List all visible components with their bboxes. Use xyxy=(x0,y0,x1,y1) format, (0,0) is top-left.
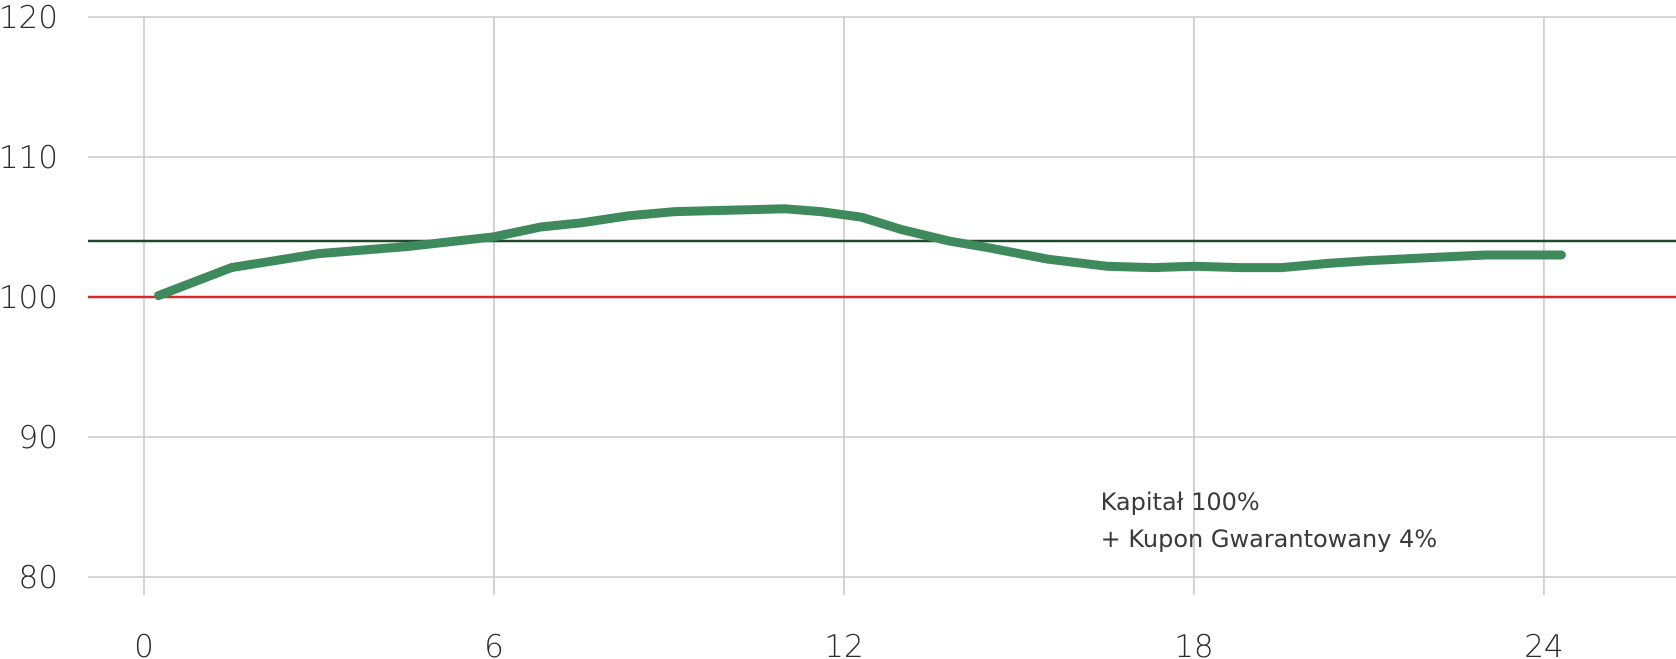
series xyxy=(154,204,1566,301)
x-tick-label: 18 xyxy=(1174,629,1213,659)
y-tick-label: 80 xyxy=(19,560,58,596)
annotation: Kapitał 100% + Kupon Gwarantowany 4% xyxy=(1101,488,1438,553)
y-tick-label: 100 xyxy=(0,280,58,316)
x-tick-label: 6 xyxy=(484,629,504,659)
y-tick-label: 90 xyxy=(19,420,58,456)
grid xyxy=(88,16,1676,595)
series-line xyxy=(154,204,1566,301)
y-tick-label: 120 xyxy=(0,0,58,36)
x-tick-label: 12 xyxy=(824,629,863,659)
annotation-line-2: + Kupon Gwarantowany 4% xyxy=(1101,525,1438,553)
annotation-line-1: Kapitał 100% xyxy=(1101,488,1260,516)
tick-labels: 80 90 100 110 120 0 6 12 18 24 xyxy=(0,0,1564,659)
x-tick-label: 0 xyxy=(134,629,154,659)
x-tick-label: 24 xyxy=(1524,629,1563,659)
reference-lines xyxy=(88,239,1676,299)
y-tick-label: 110 xyxy=(0,140,58,176)
